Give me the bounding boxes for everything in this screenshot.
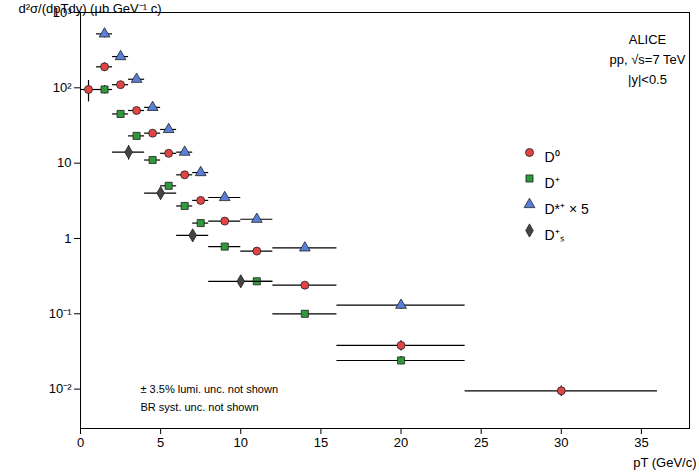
svg-text:D⁺ₛ: D⁺ₛ [545,227,564,243]
svg-text:pp, √s=7 TeV: pp, √s=7 TeV [610,52,686,67]
svg-text:25: 25 [474,435,488,450]
svg-text:pT (GeV/c): pT (GeV/c) [633,455,696,470]
svg-text:35: 35 [634,435,648,450]
svg-text:10²: 10² [53,80,72,95]
svg-text:D*⁺ × 5: D*⁺ × 5 [545,201,590,217]
svg-text:15: 15 [314,435,328,450]
svg-text:0: 0 [77,435,84,450]
svg-text:D⁰: D⁰ [545,149,560,165]
svg-text:|y|<0.5: |y|<0.5 [628,72,667,87]
svg-text:± 3.5% lumi. unc. not shown: ± 3.5% lumi. unc. not shown [141,383,279,395]
svg-text:20: 20 [394,435,408,450]
svg-text:10: 10 [234,435,248,450]
svg-text:10⁻²: 10⁻² [49,381,72,396]
svg-text:BR syst. unc. not shown: BR syst. unc. not shown [141,401,259,413]
svg-text:5: 5 [157,435,164,450]
svg-text:ALICE: ALICE [629,32,667,47]
svg-text:30: 30 [554,435,568,450]
svg-text:1: 1 [64,231,71,246]
svg-text:d²σ/(dpTdy) (μb GeV⁻¹ c): d²σ/(dpTdy) (μb GeV⁻¹ c) [19,1,162,16]
svg-text:D⁺: D⁺ [545,175,560,191]
svg-text:10⁻¹: 10⁻¹ [49,306,72,321]
svg-text:10: 10 [57,155,71,170]
